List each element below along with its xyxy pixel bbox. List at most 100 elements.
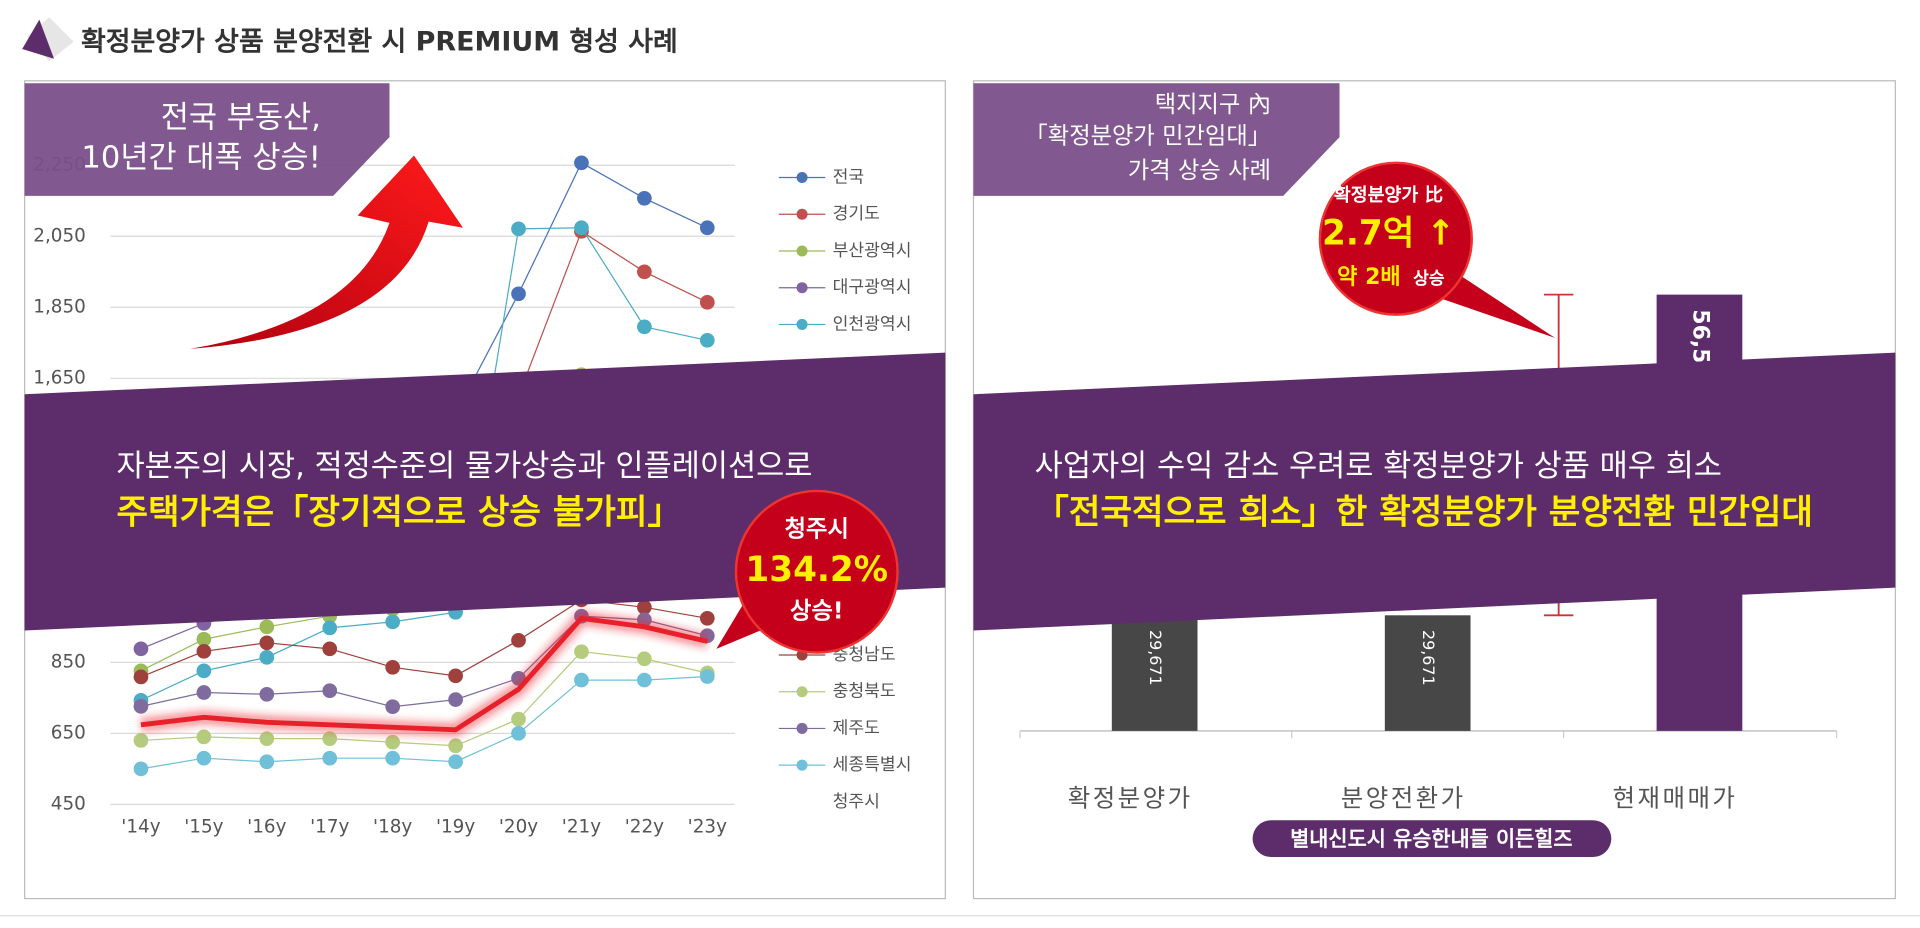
series-marker xyxy=(448,738,463,754)
bubble-text: 확정분양가 比 xyxy=(1334,184,1443,206)
series-marker xyxy=(511,286,526,302)
series-marker xyxy=(133,699,149,714)
legend-label: 경기도 xyxy=(833,204,880,224)
series-marker xyxy=(259,754,275,770)
legend-marker xyxy=(796,759,808,771)
series-marker xyxy=(511,725,526,741)
series-marker xyxy=(448,668,463,684)
legend-marker xyxy=(796,722,808,734)
series-marker xyxy=(385,750,401,766)
legend-label: 전국 xyxy=(833,168,865,188)
series-marker xyxy=(385,659,401,675)
badge-text: 별내신도시 유승한내들 이든힐즈 xyxy=(1290,827,1572,851)
series-line xyxy=(140,675,708,770)
series-marker xyxy=(259,619,275,635)
series-marker xyxy=(637,190,652,206)
series-marker xyxy=(448,692,463,707)
series-line xyxy=(140,651,708,747)
bar xyxy=(1111,615,1198,731)
series-marker xyxy=(322,641,338,657)
up-arrow xyxy=(189,155,463,349)
y-tick-label: 1,850 xyxy=(33,296,86,317)
x-tick-label: '15y xyxy=(184,817,223,838)
series-marker xyxy=(133,669,149,685)
series-marker xyxy=(133,761,149,777)
series-marker xyxy=(699,294,715,310)
headline-tag-text: 10년간 대폭 상승! xyxy=(81,141,321,176)
series-marker xyxy=(196,631,212,647)
headline-tag-text: 「확정분양가 민간임대」 xyxy=(1025,123,1271,150)
x-tick-label: 확정분양가 xyxy=(1068,783,1193,812)
legend-label: 청주시 xyxy=(833,792,880,812)
series-marker xyxy=(699,220,715,236)
headline-tag-text: 가격 상승 사례 xyxy=(1128,157,1271,184)
series-marker xyxy=(385,699,401,715)
legend-label: 부산광역시 xyxy=(833,241,912,261)
legend-label: 충청북도 xyxy=(833,682,896,702)
series-marker xyxy=(699,669,715,684)
x-tick-label: '18y xyxy=(373,817,412,838)
bar-value-label: 29,671 xyxy=(1419,630,1438,686)
series-marker xyxy=(699,332,715,348)
series-marker xyxy=(511,632,526,648)
callout-value: 134.2% xyxy=(745,550,888,590)
legend-label: 제주도 xyxy=(833,718,880,738)
y-tick-label: 2,050 xyxy=(33,225,86,246)
series-line xyxy=(140,227,708,701)
bar xyxy=(1384,615,1471,731)
series-marker xyxy=(574,644,589,660)
series-marker xyxy=(574,672,589,688)
series-marker xyxy=(196,663,212,679)
series-marker xyxy=(637,319,652,335)
series-marker xyxy=(385,614,401,630)
y-tick-label: 450 xyxy=(51,793,86,814)
series-marker xyxy=(637,264,652,280)
x-tick-label: '19y xyxy=(436,817,475,838)
callout-circle xyxy=(734,489,899,654)
band-text-highlight: 주택가격은「장기적으로 상승 불가피」 xyxy=(116,493,681,533)
band-text-highlight: 「전국적으로 희소」한 확정분양가 분양전환 민간임대 xyxy=(1035,493,1813,533)
x-tick-label: '17y xyxy=(310,817,349,838)
series-marker xyxy=(259,731,275,747)
message-band xyxy=(24,352,946,631)
legend-label: 대구광역시 xyxy=(833,278,912,298)
band-text: 자본주의 시장, 적정수준의 물가상승과 인플레이션으로 xyxy=(116,449,812,484)
y-tick-label: 650 xyxy=(51,722,86,743)
series-marker xyxy=(322,750,338,766)
series-line xyxy=(140,615,708,733)
legend-marker xyxy=(796,172,808,184)
x-tick-label: '23y xyxy=(688,817,727,838)
headline-tag xyxy=(24,83,390,196)
message-band xyxy=(973,352,1896,631)
legend-marker xyxy=(796,245,808,257)
page-title: 확정분양가 상품 분양전환 시 PREMIUM 형성 사례 xyxy=(81,26,678,57)
bubble-value: 2.7억 ↑ xyxy=(1322,214,1455,254)
x-tick-label: '20y xyxy=(499,817,538,838)
title-icon xyxy=(22,19,55,59)
headline-tag-text: 택지지구 內 xyxy=(1155,91,1271,118)
x-tick-label: 현재매매가 xyxy=(1613,783,1738,812)
series-marker xyxy=(259,650,275,665)
series-marker xyxy=(637,599,652,615)
series-marker xyxy=(637,651,652,667)
x-tick-label: '16y xyxy=(247,817,286,838)
series-marker xyxy=(196,643,212,659)
series-marker xyxy=(511,221,526,237)
legend-marker xyxy=(796,282,808,294)
series-marker xyxy=(574,220,589,236)
y-tick-label: 1,650 xyxy=(33,367,86,388)
series-marker xyxy=(259,686,275,702)
series-marker xyxy=(322,620,338,636)
series-line xyxy=(140,599,708,678)
series-marker xyxy=(259,635,275,651)
series-marker xyxy=(196,729,212,745)
y-tick-label: 850 xyxy=(51,651,86,672)
series-marker xyxy=(322,683,338,699)
legend-marker xyxy=(796,686,808,698)
x-tick-label: '22y xyxy=(625,817,664,838)
legend-marker xyxy=(796,208,808,220)
legend-marker xyxy=(796,318,808,330)
series-marker xyxy=(385,734,401,750)
